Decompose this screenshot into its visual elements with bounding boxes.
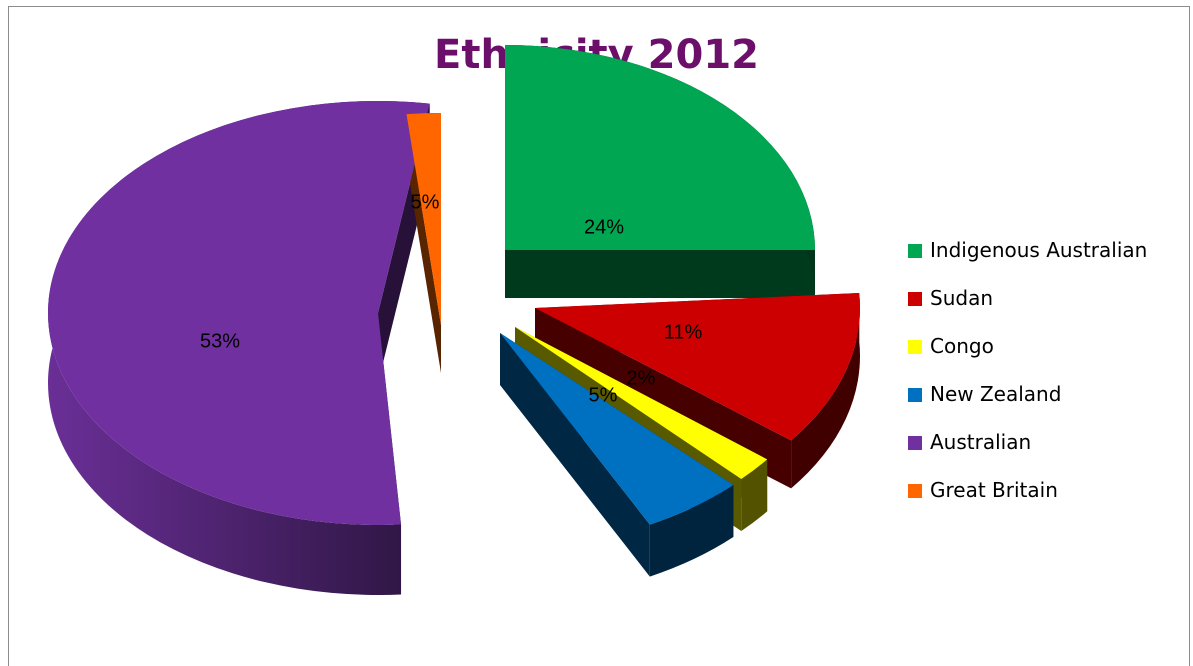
legend-swatch bbox=[908, 436, 922, 450]
pie-slice-indigenous-australian bbox=[505, 45, 815, 250]
legend-item: Congo bbox=[908, 334, 1147, 382]
pie-slice-congo bbox=[515, 327, 768, 480]
pie-slice-great-britain bbox=[406, 113, 441, 325]
legend-label: Congo bbox=[930, 334, 994, 358]
pie-slice-side-indigenous-australian bbox=[505, 250, 815, 298]
legend-swatch bbox=[908, 340, 922, 354]
legend-swatch bbox=[908, 388, 922, 402]
legend-label: New Zealand bbox=[930, 382, 1062, 406]
legend-item: Sudan bbox=[908, 286, 1147, 334]
legend: Indigenous Australian Sudan Congo New Zeala… bbox=[908, 238, 1147, 526]
data-label-new-zealand: 5% bbox=[589, 384, 618, 406]
legend-item: Indigenous Australian bbox=[908, 238, 1147, 286]
legend-label: Australian bbox=[930, 430, 1032, 454]
legend-label: Great Britain bbox=[930, 478, 1058, 502]
legend-label: Indigenous Australian bbox=[930, 238, 1148, 262]
data-label-congo: 2% bbox=[627, 367, 656, 389]
data-label-indigenous-australian: 24% bbox=[584, 216, 624, 238]
legend-swatch bbox=[908, 244, 922, 258]
data-label-great-britain: 5% bbox=[411, 191, 440, 213]
legend-item: Great Britain bbox=[908, 478, 1147, 526]
pie-slice-new-zealand bbox=[500, 333, 734, 525]
legend-item: New Zealand bbox=[908, 382, 1147, 430]
legend-swatch bbox=[908, 484, 922, 498]
pie-slice-side-great-britain bbox=[406, 114, 441, 373]
pie-slice-side-new-zealand bbox=[500, 333, 650, 577]
legend-label: Sudan bbox=[930, 286, 993, 310]
pie-slice-rim-new-zealand bbox=[649, 485, 734, 577]
data-label-australian: 53% bbox=[200, 330, 240, 352]
pie-slice-rim-congo bbox=[741, 459, 768, 532]
data-label-sudan: 11% bbox=[664, 321, 703, 343]
legend-swatch bbox=[908, 292, 922, 306]
pie-slice-sudan bbox=[535, 293, 860, 441]
pie-slice-australian bbox=[48, 101, 430, 525]
pie-slice-rim-sudan bbox=[791, 293, 860, 489]
legend-item: Australian bbox=[908, 430, 1147, 478]
